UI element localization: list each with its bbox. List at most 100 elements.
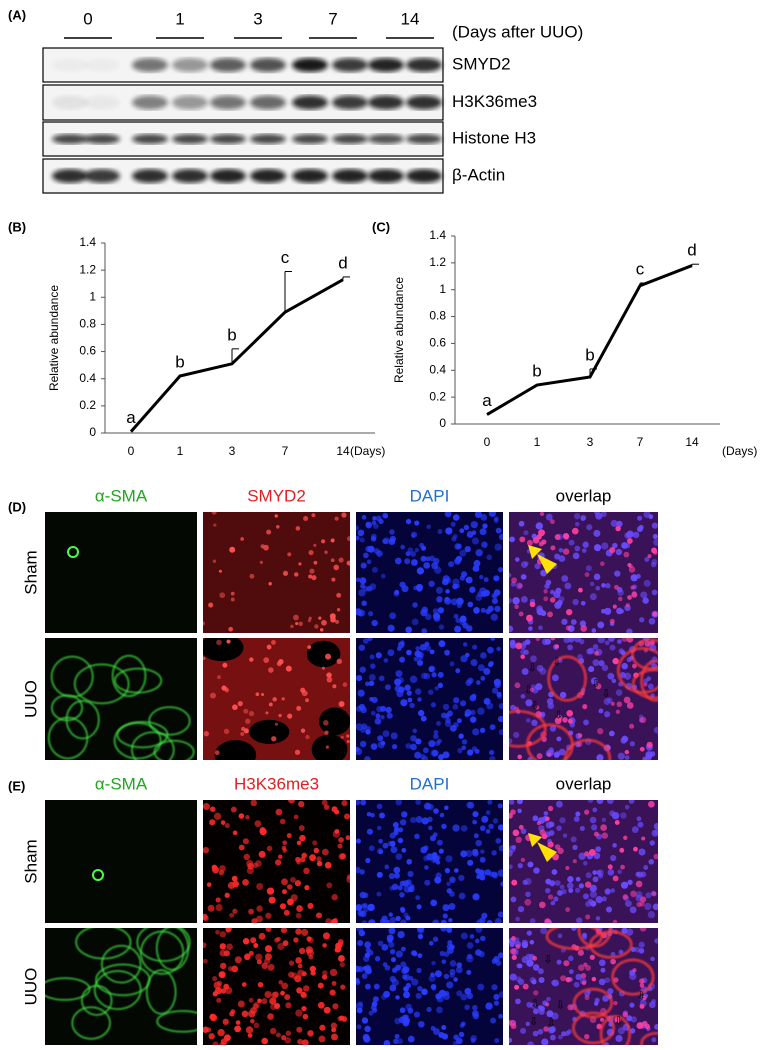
nucleus [423, 562, 431, 569]
nucleus [214, 987, 223, 995]
nucleus [471, 1010, 479, 1017]
nucleus [545, 1002, 550, 1007]
nucleus [298, 947, 306, 955]
nucleus [406, 858, 413, 865]
nucleus [321, 800, 328, 806]
nucleus [585, 872, 592, 879]
nucleus [540, 569, 547, 577]
nucleus [324, 550, 328, 554]
nucleus [362, 892, 369, 899]
nucleus [601, 832, 609, 839]
nucleus [601, 542, 609, 550]
nucleus [419, 542, 425, 548]
nucleus [436, 596, 443, 603]
micrograph [203, 512, 350, 633]
nucleus [414, 520, 420, 526]
nucleus [243, 853, 250, 861]
nucleus [288, 800, 296, 804]
nucleus [417, 928, 425, 934]
nucleus [331, 577, 336, 582]
nucleus [433, 733, 439, 740]
nucleus [450, 521, 456, 527]
nucleus [296, 840, 302, 846]
nucleus [594, 650, 600, 656]
x-tick-label: 0 [128, 444, 135, 458]
nucleus [480, 935, 486, 942]
nucleus [316, 856, 322, 862]
nucleus [415, 800, 421, 806]
nucleus [449, 661, 455, 667]
nucleus [636, 816, 642, 822]
nucleus [578, 587, 583, 593]
nucleus [376, 803, 383, 810]
nucleus [379, 812, 386, 819]
nucleus [531, 979, 537, 985]
nucleus [654, 938, 658, 944]
lane-label: 0 [83, 9, 92, 28]
column-header: H3K36me3 [234, 774, 319, 793]
nucleus [472, 565, 480, 572]
nucleus [612, 604, 617, 609]
nucleus [242, 838, 249, 845]
nucleus [234, 956, 242, 964]
nucleus [483, 667, 491, 675]
nucleus [383, 658, 389, 663]
nucleus [652, 533, 658, 540]
nucleus [535, 705, 540, 710]
x-unit: (Days) [722, 444, 757, 458]
nucleus [268, 702, 273, 707]
blot-band [406, 58, 442, 72]
nucleus [471, 537, 480, 545]
micrograph [509, 800, 658, 923]
nucleus [272, 991, 279, 998]
nucleus [556, 959, 562, 965]
micrograph: ⇩⇩⇩⇩⇩⇩⇩ [509, 928, 658, 1045]
nucleus [466, 992, 474, 1000]
nucleus [629, 906, 637, 914]
micrograph [45, 638, 197, 760]
y-tick-label: 0.6 [79, 344, 96, 358]
nucleus [601, 664, 609, 672]
nucleus [325, 653, 332, 660]
nucleus [208, 1033, 215, 1040]
nucleus [369, 654, 375, 660]
nucleus [612, 657, 619, 665]
nucleus [295, 957, 302, 964]
nucleus [532, 536, 540, 544]
nucleus [334, 516, 339, 521]
nucleus [338, 837, 344, 843]
tubule [148, 706, 191, 736]
nucleus [644, 557, 650, 563]
nucleus [308, 574, 313, 579]
nucleus [480, 675, 486, 681]
nucleus [491, 984, 498, 991]
marker-arrow: ⇩ [547, 1018, 556, 1030]
nucleus [584, 881, 592, 888]
marker-arrow: ⇩ [556, 1000, 565, 1012]
nucleus [611, 811, 620, 820]
nucleus [482, 523, 488, 529]
nucleus [220, 988, 227, 994]
nucleus [641, 836, 646, 841]
nucleus [439, 812, 445, 818]
nucleus [617, 589, 624, 596]
nucleus [525, 1021, 531, 1027]
nucleus [211, 864, 218, 871]
nucleus [313, 560, 318, 565]
nucleus [252, 1003, 259, 1010]
nucleus [268, 896, 276, 904]
nucleus [593, 573, 601, 581]
nucleus [364, 1025, 371, 1033]
nucleus [621, 928, 628, 934]
nucleus [425, 556, 431, 562]
nucleus [264, 953, 272, 961]
nucleus [584, 995, 590, 1001]
nucleus [470, 1034, 477, 1042]
nucleus [481, 541, 488, 548]
nucleus [357, 609, 365, 617]
x-tick-label: 0 [484, 435, 491, 449]
blot-band [210, 169, 246, 183]
nucleus [630, 890, 637, 898]
nucleus [376, 891, 382, 897]
nucleus [640, 591, 648, 599]
